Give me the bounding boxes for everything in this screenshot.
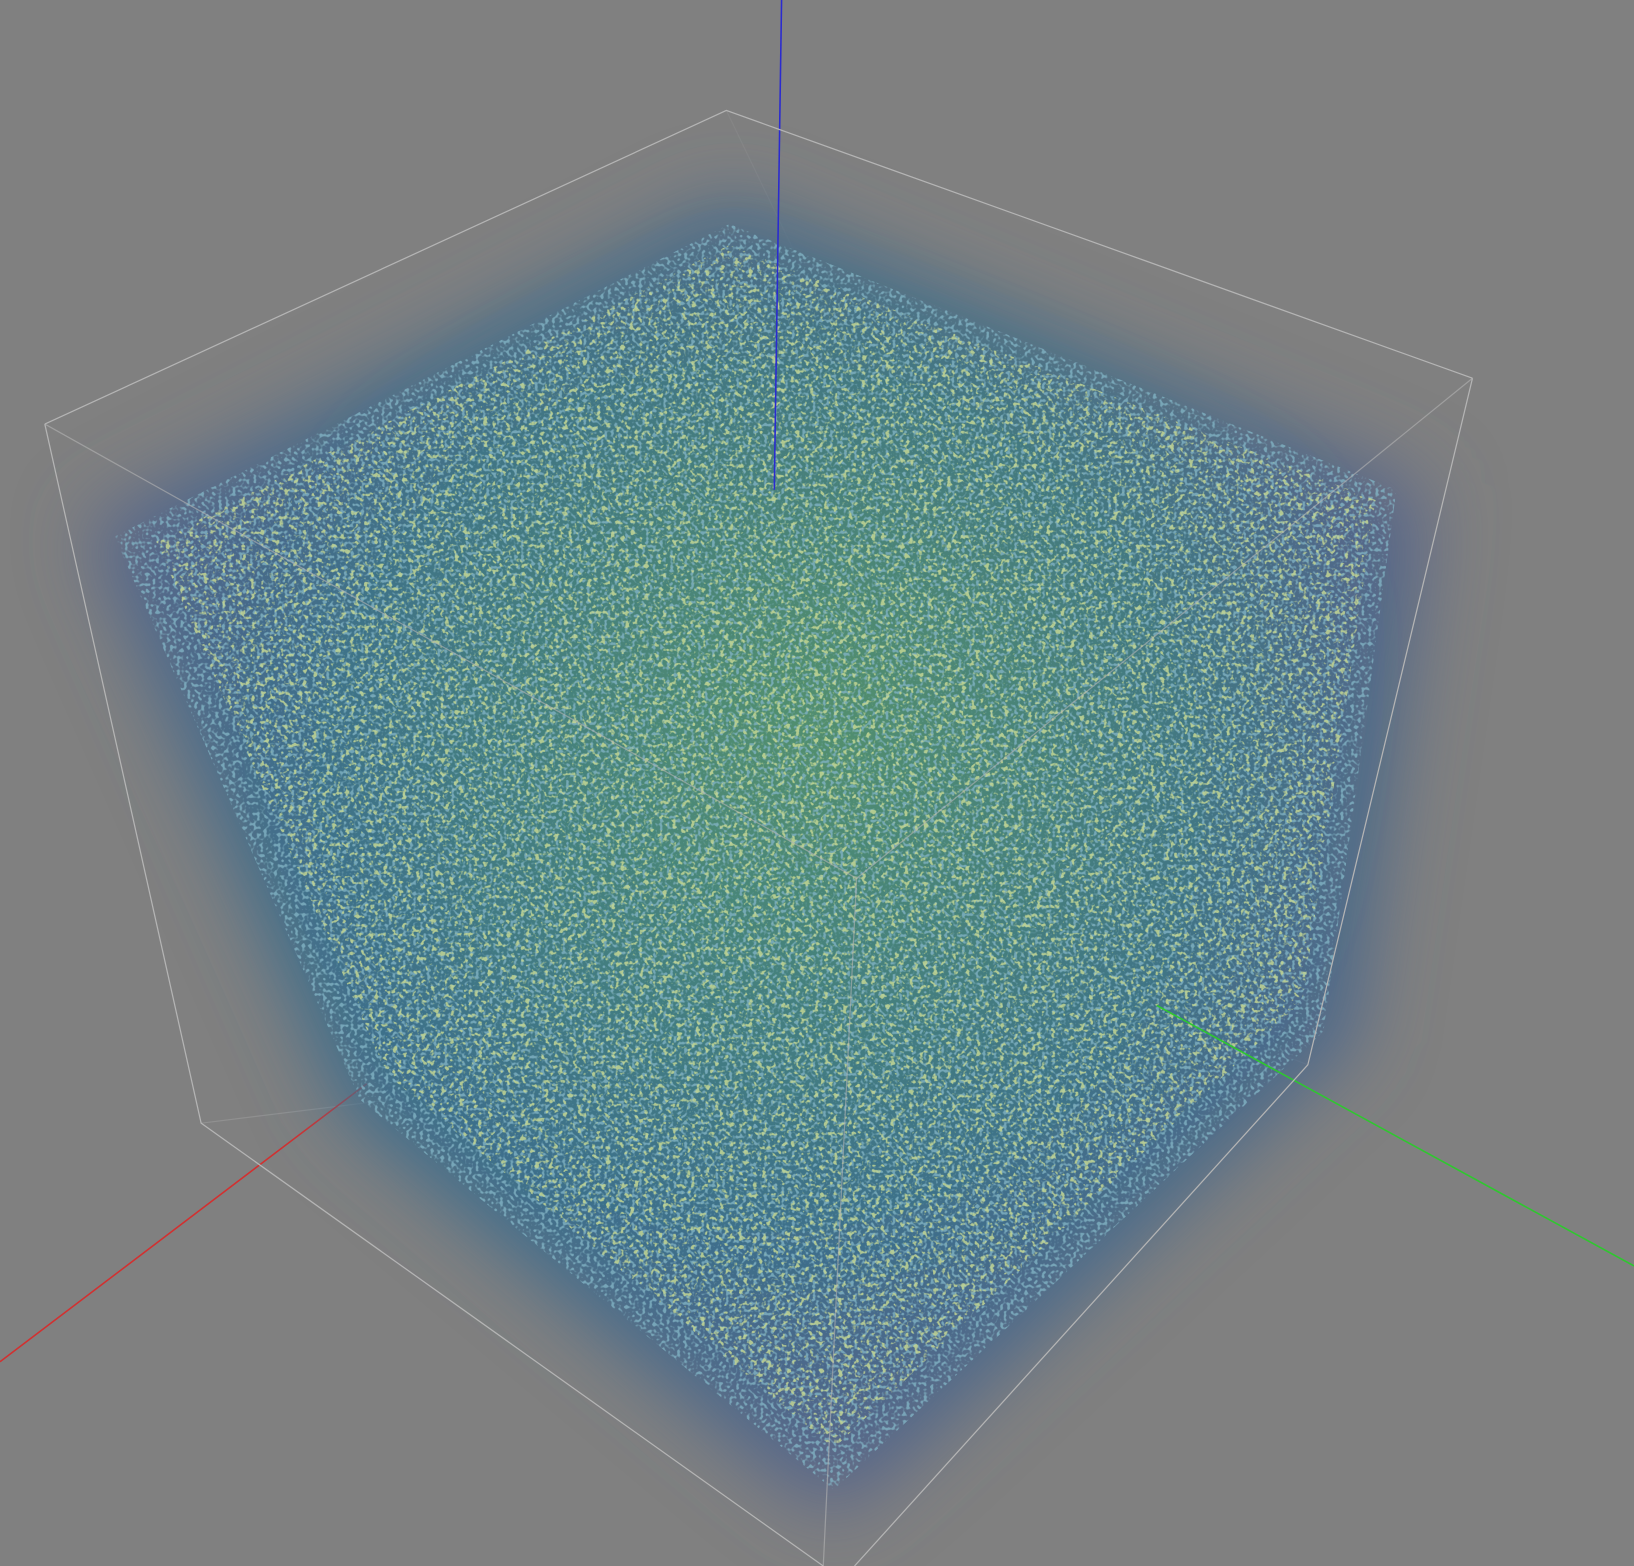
- z-axis: [773, 0, 783, 490]
- y-axis: [1156, 1004, 1634, 1267]
- box-edge: [44, 109, 1473, 425]
- box-edge: [44, 423, 824, 1566]
- cloud-highlights: [156, 244, 1376, 1449]
- x-axis: [0, 1082, 368, 1363]
- box-edge: [854, 378, 1474, 1566]
- volume-cloud: [83, 197, 1433, 1527]
- bounding-box: [44, 109, 1474, 1566]
- box-edge: [822, 878, 858, 1566]
